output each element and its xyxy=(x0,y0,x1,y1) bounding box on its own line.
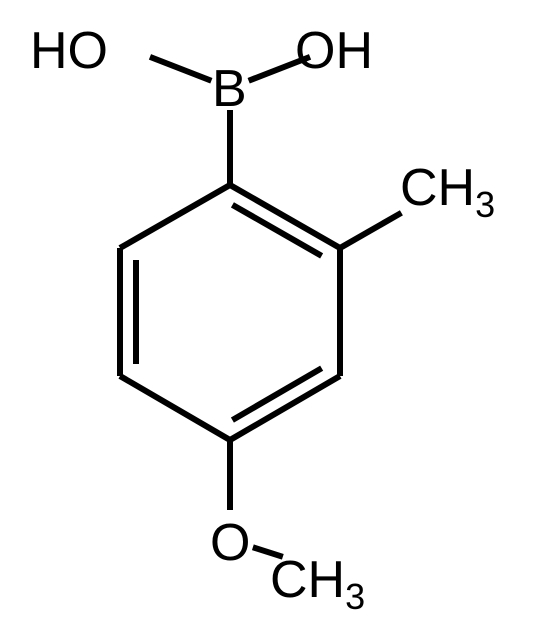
bond-line xyxy=(150,57,211,81)
bond-line xyxy=(340,213,401,248)
bond-line xyxy=(230,185,340,248)
atom-label-OH_right: OH xyxy=(295,22,373,80)
atom-label-CH3_top: CH3 xyxy=(400,159,495,225)
bond-line xyxy=(230,376,340,440)
atom-label-HO_left: HO xyxy=(30,22,108,80)
atom-label-B: B xyxy=(212,60,247,118)
bond-line xyxy=(120,185,230,248)
atom-label-O_bottom: O xyxy=(210,514,250,572)
bond-line xyxy=(120,376,230,440)
atom-label-CH3_bot: CH3 xyxy=(270,551,365,617)
